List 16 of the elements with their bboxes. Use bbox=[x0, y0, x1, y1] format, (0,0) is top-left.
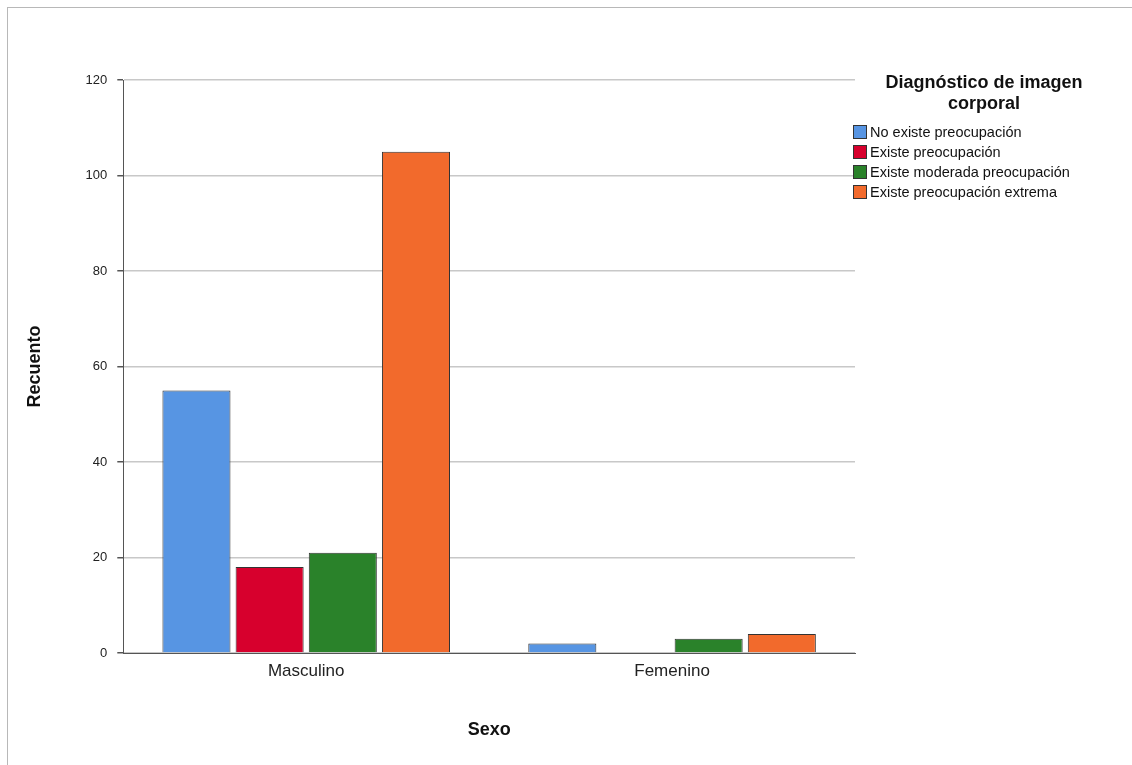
x-axis-title: Sexo bbox=[467, 719, 511, 740]
y-tick-label: 60 bbox=[92, 358, 108, 374]
y-tick-label: 80 bbox=[92, 262, 108, 278]
x-tick-label: Masculino bbox=[267, 660, 345, 680]
y-axis-title: Recuento bbox=[23, 325, 44, 408]
legend-label: Existe preocupación extrema bbox=[870, 184, 1057, 200]
legend-label: No existe preocupación bbox=[870, 124, 1022, 140]
legend-label: Existe moderada preocupación bbox=[870, 164, 1070, 180]
y-tick-label: 120 bbox=[85, 71, 108, 87]
y-tick-label: 20 bbox=[92, 549, 108, 565]
x-tick-label: Femenino bbox=[634, 660, 710, 680]
y-tick-label: 40 bbox=[92, 453, 108, 469]
legend-label: Existe preocupación bbox=[870, 144, 1001, 160]
y-tick-label: 0 bbox=[100, 644, 108, 660]
y-tick-label: 100 bbox=[85, 167, 108, 183]
legend-title: Diagnóstico de imagen corporal bbox=[884, 72, 1084, 114]
